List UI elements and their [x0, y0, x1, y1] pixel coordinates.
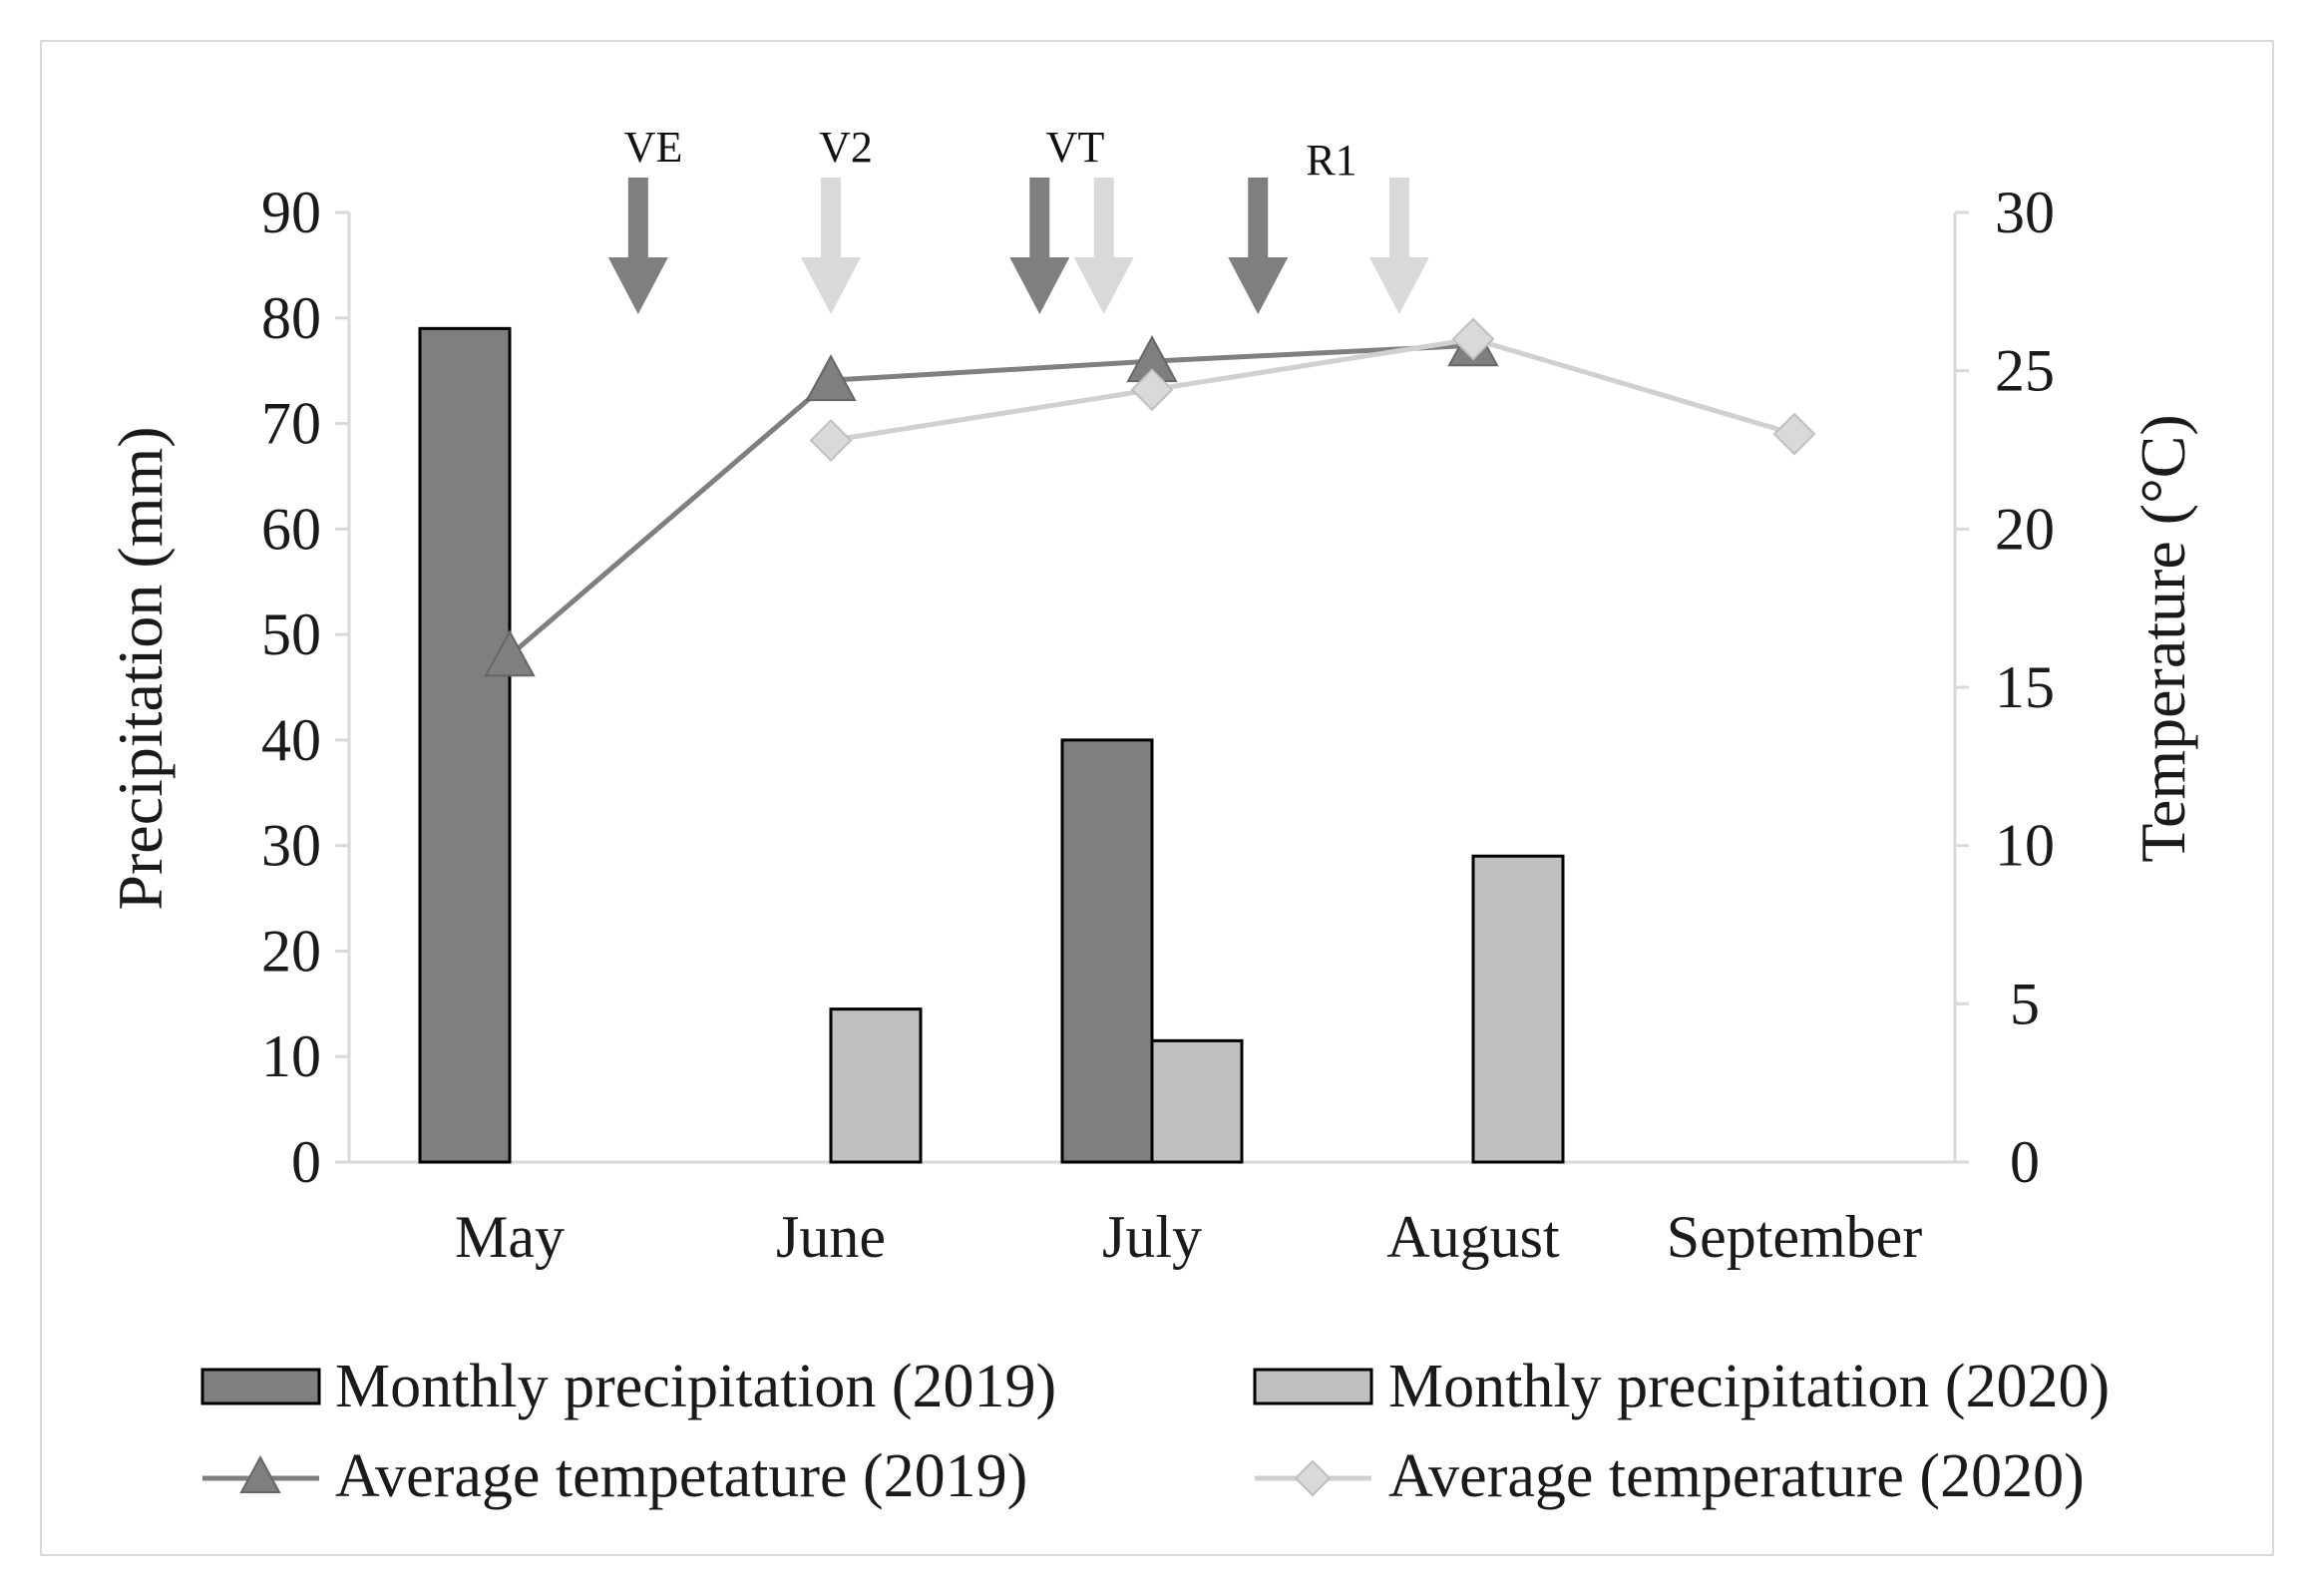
series-line [508, 342, 1474, 658]
left-tick-label: 70 [261, 391, 321, 457]
point-marker [484, 629, 536, 677]
stage-arrow-head [1073, 257, 1134, 314]
stage-arrow-shaft [1093, 178, 1114, 257]
right-tick-label: 5 [2010, 971, 2040, 1036]
left-tick-label: 90 [261, 180, 321, 245]
point-marker [1451, 317, 1495, 361]
stage-label-vt: VT [1046, 123, 1105, 172]
legend-label-precip-2020: Monthly precipitation (2020) [1388, 1353, 2110, 1420]
right-tick-label: 20 [1995, 496, 2055, 562]
category-label: May [455, 1204, 565, 1270]
point-marker [1772, 412, 1816, 456]
legend-swatch-precip-2020 [1253, 1368, 1373, 1405]
lines-group [484, 317, 1816, 677]
bar [1060, 738, 1154, 1164]
stage-arrow-head [1368, 257, 1429, 314]
stage-arrow-shaft [1248, 178, 1269, 257]
bars-group [418, 326, 1565, 1164]
legend: Monthly precipitation (2019) Monthly pre… [200, 1353, 2110, 1510]
legend-marker-diamond [1294, 1459, 1332, 1497]
right-tick-label: 30 [1995, 180, 2055, 245]
stage-arrow-head [801, 257, 861, 314]
stages-group [607, 178, 1429, 314]
legend-swatch-precip-2019 [200, 1368, 321, 1405]
stage-label-v2: V2 [819, 123, 873, 172]
point-marker [809, 419, 853, 462]
category-label: September [1667, 1204, 1923, 1270]
bar [829, 1007, 923, 1164]
left-axis-title: Precipitation (mm) [105, 426, 176, 910]
right-axis-title: Temperature (°C) [2127, 414, 2198, 862]
legend-marker-triangle [239, 1454, 281, 1493]
series-line [830, 336, 1795, 443]
right-tick-label: 0 [2010, 1129, 2040, 1195]
left-tick-label: 50 [261, 601, 321, 667]
stage-arrow-shaft [627, 178, 648, 257]
category-label: August [1386, 1204, 1560, 1270]
stage-arrow-shaft [1029, 178, 1050, 257]
right-tick-label: 10 [1995, 813, 2055, 879]
bar [1150, 1038, 1244, 1164]
left-tick-label: 30 [261, 813, 321, 879]
bar [418, 326, 512, 1164]
stage-arrow-head [1009, 257, 1070, 314]
category-label: July [1102, 1204, 1202, 1270]
right-tick-label: 25 [1995, 338, 2055, 404]
stage-label-r1: R1 [1306, 136, 1356, 185]
point-marker [805, 354, 857, 402]
left-tick-label: 10 [261, 1023, 321, 1089]
stage-arrow-head [1228, 257, 1289, 314]
axes-group: 0 10 20 30 40 50 60 70 80 90 0 5 10 15 20 25 30 May June Ju… [261, 180, 2055, 1270]
point-marker [1130, 368, 1174, 412]
left-tick-label: 40 [261, 707, 321, 773]
left-tick-label: 20 [261, 918, 321, 984]
legend-label-temp-2020: Average temperature (2020) [1388, 1442, 2085, 1510]
left-tick-label: 80 [261, 285, 321, 351]
left-tick-label: 0 [291, 1129, 321, 1195]
legend-label-precip-2019: Monthly precipitation (2019) [335, 1353, 1056, 1420]
legend-label-temp-2019: Average tempetature (2019) [335, 1442, 1027, 1510]
right-tick-label: 15 [1995, 654, 2055, 720]
stage-arrow-head [607, 257, 668, 314]
stage-arrow-shaft [1388, 178, 1409, 257]
bar [1471, 854, 1565, 1164]
stage-arrow-shaft [821, 178, 841, 257]
category-label: June [776, 1204, 886, 1270]
chart-frame [40, 40, 2274, 1556]
stage-label-ve: VE [624, 123, 683, 172]
left-tick-label: 60 [261, 496, 321, 562]
